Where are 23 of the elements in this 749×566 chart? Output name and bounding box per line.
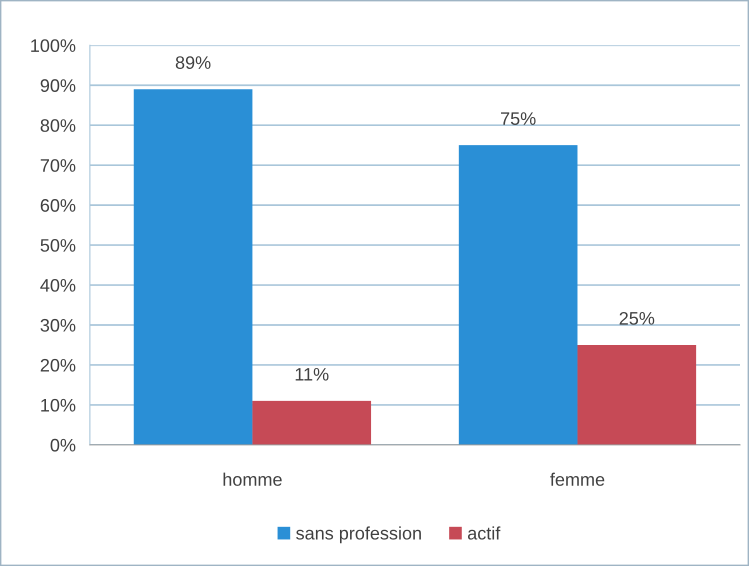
bar	[458, 145, 578, 445]
y-tick-label: 40%	[40, 278, 76, 292]
y-tick-label: 80%	[40, 119, 76, 132]
y-tick-label: 60%	[40, 199, 76, 212]
y-tick-label: 100%	[31, 39, 76, 52]
data-label: 89%	[176, 56, 211, 69]
legend-label: sans profession	[296, 526, 421, 544]
y-tick-label: 10%	[41, 398, 76, 412]
bar	[252, 400, 372, 445]
x-tick-label: femme	[550, 472, 604, 486]
y-tick-label: 70%	[40, 159, 76, 172]
data-label: 25%	[620, 312, 654, 325]
y-tick-label: 30%	[40, 318, 76, 332]
bar	[134, 89, 252, 445]
y-tick-label: 0%	[50, 438, 76, 452]
data-label: 11%	[296, 368, 328, 381]
bar	[577, 344, 696, 445]
y-tick-label: 50%	[40, 239, 76, 252]
x-tick-label: homme	[224, 472, 282, 486]
y-tick-label: 90%	[40, 79, 76, 92]
y-tick-label: 20%	[40, 358, 76, 372]
legend-label: actif	[468, 526, 500, 540]
data-label: 75%	[501, 112, 536, 125]
